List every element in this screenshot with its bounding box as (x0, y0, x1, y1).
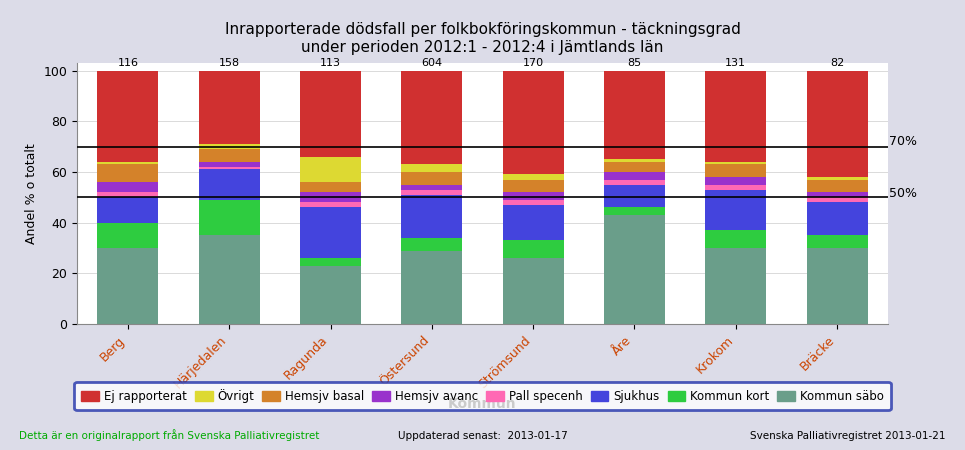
Bar (604, 215, 665, 324)
Text: Detta är en originalrapport från Svenska Palliativregistret: Detta är en originalrapport från Svenska… (19, 429, 319, 441)
Text: 70%: 70% (890, 135, 918, 148)
Bar (401, 238, 462, 251)
Bar (705, 230, 766, 248)
Bar (503, 180, 564, 192)
Y-axis label: Andel % o totalt: Andel % o totalt (25, 143, 38, 244)
Bar (199, 235, 260, 324)
Bar (705, 164, 766, 177)
X-axis label: Kommun: Kommun (448, 397, 517, 411)
Bar (604, 71, 665, 159)
Bar (97, 248, 158, 324)
Bar (300, 258, 361, 265)
Text: 131: 131 (726, 58, 746, 68)
Bar (300, 157, 361, 182)
Bar (97, 182, 158, 192)
Bar (604, 159, 665, 162)
Text: 113: 113 (320, 58, 341, 68)
Bar (401, 172, 462, 184)
Bar (401, 164, 462, 172)
Bar (97, 71, 158, 162)
Bar (199, 167, 260, 170)
Bar (300, 207, 361, 258)
Bar (401, 251, 462, 324)
Text: 116: 116 (118, 58, 138, 68)
Text: Svenska Palliativregistret 2013-01-21: Svenska Palliativregistret 2013-01-21 (750, 431, 946, 441)
Bar (705, 162, 766, 164)
Bar (199, 200, 260, 235)
Bar (807, 71, 868, 177)
Bar (604, 172, 665, 180)
Bar (705, 190, 766, 230)
Bar (705, 248, 766, 324)
Bar (604, 162, 665, 172)
Bar (604, 207, 665, 215)
Text: 85: 85 (627, 58, 642, 68)
Bar (705, 184, 766, 190)
Bar (199, 162, 260, 167)
Text: 170: 170 (523, 58, 543, 68)
Bar (300, 71, 361, 157)
Bar (300, 202, 361, 207)
Bar (300, 182, 361, 192)
Text: 158: 158 (219, 58, 239, 68)
Bar (97, 192, 158, 197)
Bar (705, 71, 766, 162)
Bar (705, 177, 766, 184)
Bar (401, 184, 462, 190)
Text: 50%: 50% (890, 187, 918, 200)
Bar (199, 71, 260, 144)
Bar (503, 175, 564, 180)
Bar (97, 197, 158, 223)
Bar (503, 205, 564, 240)
Bar (300, 192, 361, 202)
Bar (807, 177, 868, 180)
Bar (807, 192, 868, 197)
Bar (401, 190, 462, 195)
Text: Uppdaterad senast:  2013-01-17: Uppdaterad senast: 2013-01-17 (398, 431, 567, 441)
Bar (503, 192, 564, 200)
Bar (503, 258, 564, 324)
Bar (503, 200, 564, 205)
Bar (604, 180, 665, 184)
Bar (97, 223, 158, 248)
Bar (401, 71, 462, 164)
Bar (503, 240, 564, 258)
Bar (807, 197, 868, 202)
Bar (807, 202, 868, 235)
Legend: Ej rapporterat, Övrigt, Hemsjv basal, Hemsjv avanc, Pall specenh, Sjukhus, Kommu: Ej rapporterat, Övrigt, Hemsjv basal, He… (74, 382, 891, 410)
Text: 604: 604 (422, 58, 442, 68)
Bar (807, 248, 868, 324)
Bar (97, 162, 158, 164)
Bar (604, 184, 665, 207)
Text: 82: 82 (830, 58, 844, 68)
Bar (97, 164, 158, 182)
Bar (401, 195, 462, 238)
Bar (300, 266, 361, 324)
Bar (199, 170, 260, 200)
Title: Inrapporterade dödsfall per folkbokföringskommun - täckningsgrad
under perioden : Inrapporterade dödsfall per folkbokförin… (225, 22, 740, 55)
Bar (199, 144, 260, 149)
Bar (199, 149, 260, 162)
Bar (807, 180, 868, 192)
Bar (503, 71, 564, 175)
Bar (807, 235, 868, 248)
